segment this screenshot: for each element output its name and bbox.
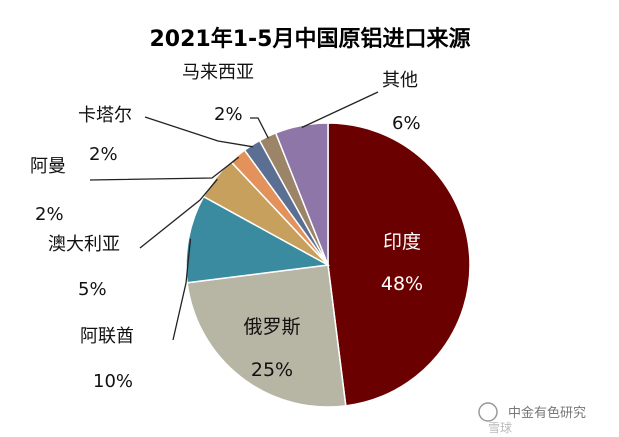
pie-slice-india: [327, 122, 471, 407]
slice-label-india: 印度: [383, 231, 421, 253]
leader-line-oman: [89, 156, 240, 181]
slice-value-australia: 5%: [78, 279, 107, 300]
slice-label-other: 其他: [382, 70, 418, 91]
leader-line-uae: [172, 238, 192, 341]
slice-label-qatar: 卡塔尔: [78, 105, 132, 126]
pie-slices: [185, 122, 471, 408]
leader-line-other: [301, 91, 379, 129]
chart-title: 2021年1-5月中国原铝进口来源: [150, 26, 471, 52]
pie-slice-other: [274, 122, 329, 266]
slice-value-russia: 25%: [251, 359, 293, 381]
leader-line-australia: [139, 178, 218, 249]
slice-value-qatar: 2%: [89, 144, 118, 165]
slice-label-uae: 阿联酋: [80, 326, 134, 347]
leader-line-qatar: [144, 116, 254, 148]
slice-label-oman: 阿曼: [30, 156, 66, 177]
watermark-text: 中金有色研究: [508, 405, 586, 421]
watermark-subtext: 雪球: [488, 421, 512, 435]
slice-value-other: 6%: [392, 113, 421, 134]
slice-value-india: 48%: [381, 273, 423, 295]
leader-line-malaysia: [250, 117, 269, 139]
watermark: 中金有色研究 雪球: [478, 402, 586, 435]
wechat-icon: [478, 402, 498, 422]
slice-label-malaysia: 马来西亚: [182, 62, 254, 83]
slice-value-malaysia: 2%: [214, 104, 243, 125]
pie-slice-russia: [186, 264, 347, 408]
pie-slice-uae: [185, 195, 331, 284]
leader-lines: [89, 91, 379, 341]
slice-label-australia: 澳大利亚: [48, 234, 120, 255]
slice-value-uae: 10%: [93, 371, 133, 392]
slice-value-oman: 2%: [35, 204, 64, 225]
slice-label-russia: 俄罗斯: [243, 316, 300, 338]
